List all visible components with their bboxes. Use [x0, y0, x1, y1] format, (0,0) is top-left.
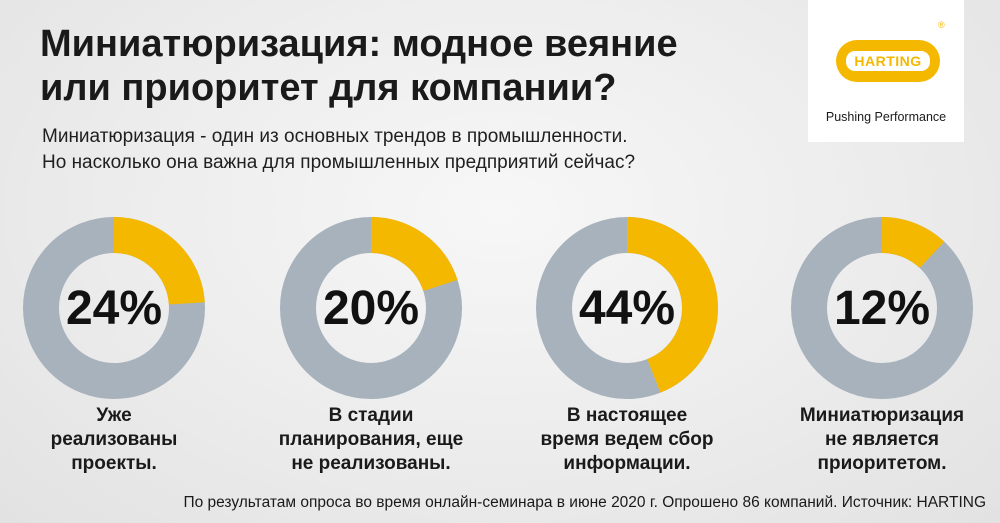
donut-label-1: Уже реализованы проекты.: [0, 404, 229, 476]
page-subtitle: Миниатюризация - один из основных трендо…: [42, 124, 782, 176]
donut-3-value-arc: [626, 217, 718, 393]
registered-mark: ®: [938, 20, 945, 30]
source-note: По результатам опроса во время онлайн-се…: [183, 494, 986, 511]
logo-brand-text: HARTING: [846, 51, 930, 71]
donut-1-value-arc: [113, 217, 205, 306]
page-title: Миниатюризация: модное веяние или приори…: [40, 22, 780, 110]
logo-tagline: Pushing Performance: [825, 110, 947, 124]
subtitle-line-1: Миниатюризация - один из основных трендо…: [42, 126, 628, 147]
donut-chart-4-svg: [791, 217, 973, 399]
donut-label-4: Миниатюризация не является приоритетом.: [767, 404, 997, 476]
donut-chart-1-svg: [23, 217, 205, 399]
donut-label-2-line-1: В стадии: [328, 405, 414, 426]
donut-label-2: В стадии планирования, еще не реализован…: [256, 404, 486, 476]
donut-label-3-line-2: время ведем сбор: [540, 429, 714, 450]
donut-label-4-line-3: приоритетом.: [817, 453, 947, 474]
title-line-2: или приоритет для компании?: [40, 67, 617, 109]
donut-chart-1: 24%: [20, 214, 208, 402]
subtitle-line-2: Но насколько она важна для промышленных …: [42, 152, 636, 173]
donut-label-2-line-2: планирования, еще: [278, 429, 464, 450]
donut-label-1-line-2: реализованы: [50, 429, 178, 450]
harting-logo-badge: HARTING: [836, 40, 940, 82]
donut-label-3-line-1: В настоящее: [566, 405, 688, 426]
donut-4-value-arc: [881, 217, 945, 269]
donut-value-4: 12%: [833, 281, 931, 335]
donut-value-3: 44%: [578, 281, 676, 335]
donut-label-3-line-3: информации.: [563, 453, 691, 474]
donut-value-1: 24%: [65, 281, 163, 335]
donut-chart-3-svg: [536, 217, 718, 399]
donut-2-value-arc: [370, 217, 458, 292]
title-line-1: Миниатюризация: модное веяние: [40, 23, 678, 65]
donut-label-1-line-3: проекты.: [71, 453, 157, 474]
donut-chart-2: 20%: [277, 214, 465, 402]
donut-label-3: В настоящее время ведем сбор информации.: [512, 404, 742, 476]
donut-chart-4: 12%: [788, 214, 976, 402]
donut-chart-2-svg: [280, 217, 462, 399]
donut-label-4-line-2: не является: [824, 429, 940, 450]
donut-label-1-line-1: Уже: [96, 405, 132, 426]
harting-logo: HARTING ® Pushing Performance: [808, 0, 964, 142]
donut-value-2: 20%: [322, 281, 420, 335]
donut-label-4-line-1: Миниатюризация: [799, 405, 965, 426]
donut-chart-3: 44%: [533, 214, 721, 402]
donut-label-2-line-3: не реализованы.: [291, 453, 451, 474]
